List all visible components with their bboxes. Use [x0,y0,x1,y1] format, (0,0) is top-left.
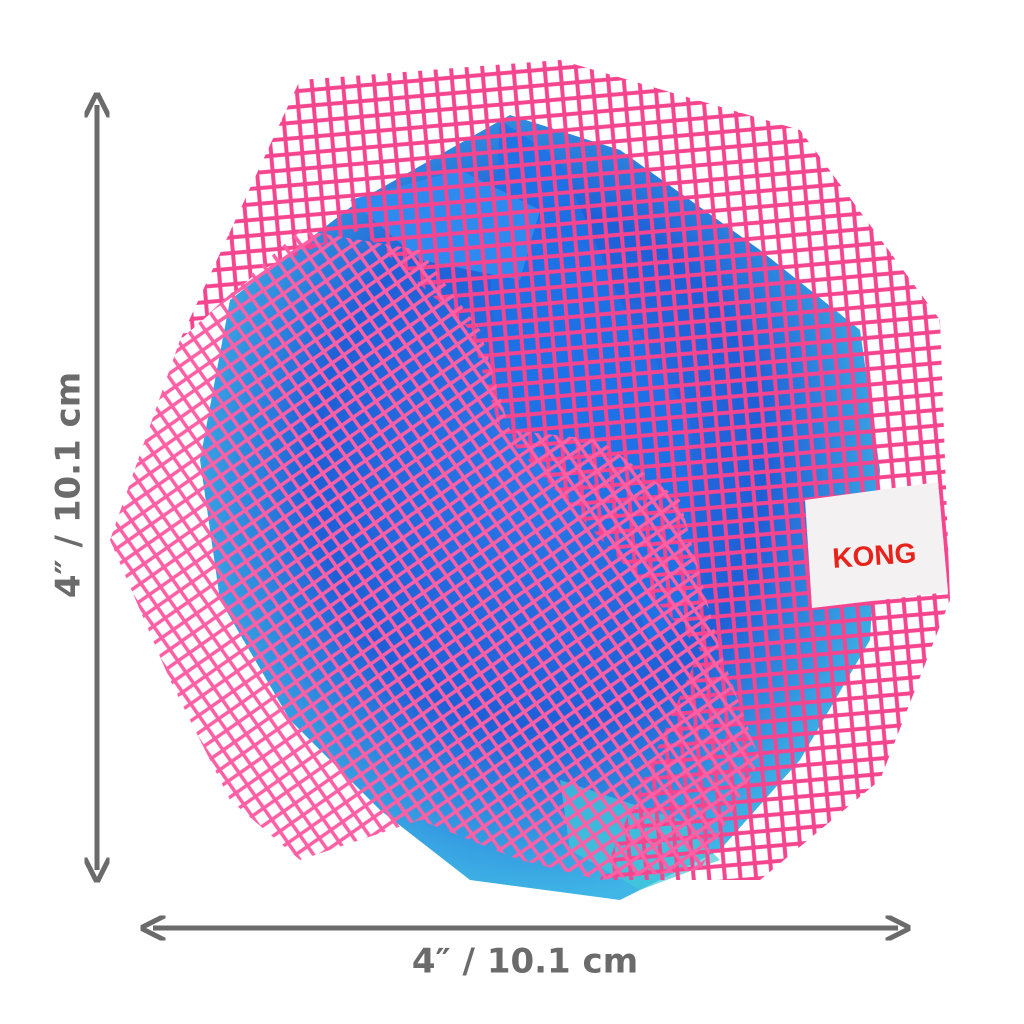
brand-label: KONG [831,537,917,574]
brand-tag: KONG [805,482,948,608]
width-label: 4″ / 10.1 cm [412,942,638,982]
height-label: 4″ / 10.1 cm [49,372,89,598]
toy-ball: KONG [110,60,950,900]
width-dimension: 4″ / 10.1 cm [153,928,898,982]
height-dimension: 4″ / 10.1 cm [49,105,98,870]
